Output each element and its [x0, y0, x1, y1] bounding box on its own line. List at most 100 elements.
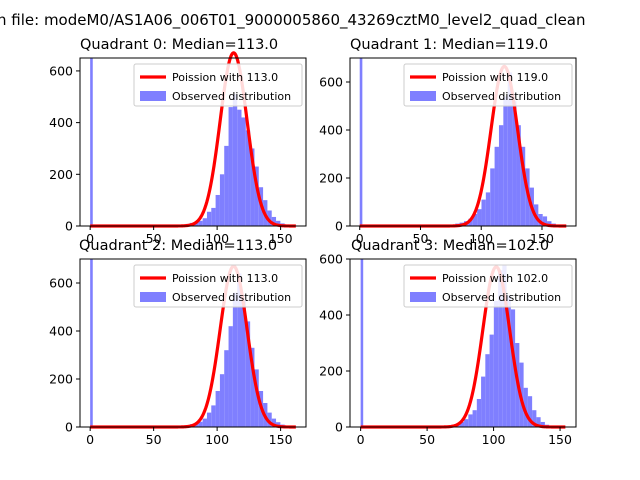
- axes-frame: [79, 57, 307, 227]
- panel-title: Quadrant 0: Median=113.0: [80, 37, 278, 53]
- histogram-bar: [254, 166, 259, 226]
- x-tick-label: 150: [269, 231, 293, 246]
- histogram-bar: [90, 259, 93, 427]
- histogram-bar: [493, 301, 499, 427]
- histogram-bar: [267, 210, 272, 226]
- histogram-bar: [485, 192, 491, 226]
- histogram-bar: [219, 174, 225, 226]
- histogram-bar: [211, 207, 216, 226]
- histogram-bar: [202, 418, 207, 427]
- x-tick-label: 100: [205, 231, 229, 246]
- y-tick-label: 600: [319, 252, 343, 267]
- histogram-bar: [477, 209, 482, 226]
- histogram-bar: [211, 405, 216, 427]
- y-tick-label: 0: [335, 420, 343, 435]
- histogram-bar: [489, 334, 494, 427]
- y-tick-label: 400: [319, 308, 343, 323]
- histogram-bar: [276, 422, 281, 427]
- legend-hist-swatch: [140, 91, 166, 101]
- x-tick-label: 0: [356, 231, 364, 246]
- histogram-bar: [241, 299, 246, 427]
- panel-title: Quadrant 2: Median=113.0: [79, 238, 277, 254]
- histogram-bar: [485, 354, 490, 427]
- histogram-bar: [224, 145, 229, 226]
- y-tick-label: 200: [319, 171, 343, 186]
- legend-hist-label: Observed distribution: [442, 90, 561, 103]
- plot-area: 0 50 100 150 0 200 400 600 Poission with 119.0 Ob…: [319, 57, 577, 246]
- histogram-bar: [228, 107, 233, 226]
- legend-poisson-label: Poission with 102.0: [442, 272, 548, 285]
- y-tick-label: 600: [49, 63, 73, 78]
- histogram-bar: [198, 220, 203, 226]
- histogram-bar: [498, 270, 503, 427]
- panel-title: Quadrant 1: Median=119.0: [350, 37, 548, 53]
- legend-hist-label: Observed distribution: [172, 291, 291, 304]
- y-tick-label: 600: [319, 75, 343, 90]
- histogram-bar: [481, 199, 486, 226]
- y-tick-label: 0: [65, 219, 73, 234]
- legend-box: [403, 264, 573, 308]
- histogram-bar: [498, 125, 504, 226]
- histogram-bar: [237, 273, 242, 427]
- legend-poisson-label: Poission with 113.0: [172, 272, 278, 285]
- plot-area: 0 50 100 150 0 200 400 600 Poission with 102.0 Ob…: [319, 252, 577, 447]
- legend-poisson-label: Poission with 119.0: [442, 71, 548, 84]
- histogram-bar: [472, 214, 478, 226]
- plot-area: 0 50 100 150 0 200 400 600 Poission with 113.0 Ob…: [49, 51, 307, 246]
- histogram-bar: [250, 148, 255, 226]
- y-tick-label: 0: [65, 420, 73, 435]
- histogram-bar: [512, 101, 517, 226]
- y-tick-label: 600: [49, 276, 73, 291]
- histogram-bar: [464, 419, 469, 427]
- histogram-bar: [90, 58, 93, 226]
- histogram-bar: [527, 396, 533, 427]
- x-tick-label: 50: [146, 432, 162, 447]
- histogram-bar: [536, 417, 541, 427]
- histogram-bar: [198, 421, 203, 427]
- axes-frame: [349, 57, 577, 227]
- histogram-bar: [476, 399, 482, 427]
- y-tick-label: 400: [49, 324, 73, 339]
- x-tick-label: 150: [548, 432, 572, 447]
- histogram-bar: [245, 321, 251, 427]
- histogram-bar: [520, 146, 526, 226]
- histogram-bar: [254, 369, 259, 427]
- histogram-bar: [540, 421, 545, 427]
- histogram-bar: [206, 211, 212, 226]
- plot-area: 0 50 100 150 0 200 400 600 Poission with 113.0 Ob…: [49, 258, 307, 447]
- histogram-bar: [271, 216, 277, 226]
- histogram-bar: [206, 412, 212, 427]
- histogram-bar: [232, 94, 238, 227]
- histogram-bar: [490, 168, 495, 226]
- x-tick-label: 0: [86, 231, 94, 246]
- legend: Poission with 113.0 Observed distribution: [133, 63, 303, 107]
- histogram-bar: [250, 347, 255, 427]
- histogram-bar: [459, 421, 465, 427]
- histogram-bar: [542, 216, 548, 226]
- legend-poisson-label: Poission with 113.0: [172, 71, 278, 84]
- legend-hist-swatch: [140, 292, 166, 302]
- histogram-bar: [359, 58, 363, 226]
- histogram-bar: [523, 387, 528, 427]
- panel-quadrant-3: 0 50 100 150 0 200 400 600 Poission with 102.0 Ob…: [319, 238, 577, 447]
- histogram-bar: [507, 72, 513, 227]
- y-tick-label: 0: [335, 219, 343, 234]
- histogram-bar: [202, 218, 207, 226]
- histogram-bar: [538, 214, 543, 226]
- histogram-bar: [502, 264, 507, 427]
- x-tick-label: 100: [205, 432, 229, 447]
- histogram-bar: [232, 292, 238, 427]
- panel-quadrant-1: Quadrant 1: Median=119.0 0 50 100 150 0 200 40…: [319, 37, 577, 246]
- x-tick-label: 150: [530, 231, 554, 246]
- histogram-bar: [532, 410, 537, 427]
- histogram-bar: [215, 194, 220, 226]
- histogram-bar: [219, 374, 225, 427]
- y-tick-label: 200: [49, 372, 73, 387]
- legend-hist-label: Observed distribution: [442, 291, 561, 304]
- x-tick-label: 50: [146, 231, 162, 246]
- histogram-bar: [245, 130, 251, 226]
- figure-suptitle: n file: modeM0/AS1A06_006T01_9000005860_…: [0, 11, 586, 30]
- y-tick-label: 200: [319, 364, 343, 379]
- legend-hist-swatch: [410, 292, 436, 302]
